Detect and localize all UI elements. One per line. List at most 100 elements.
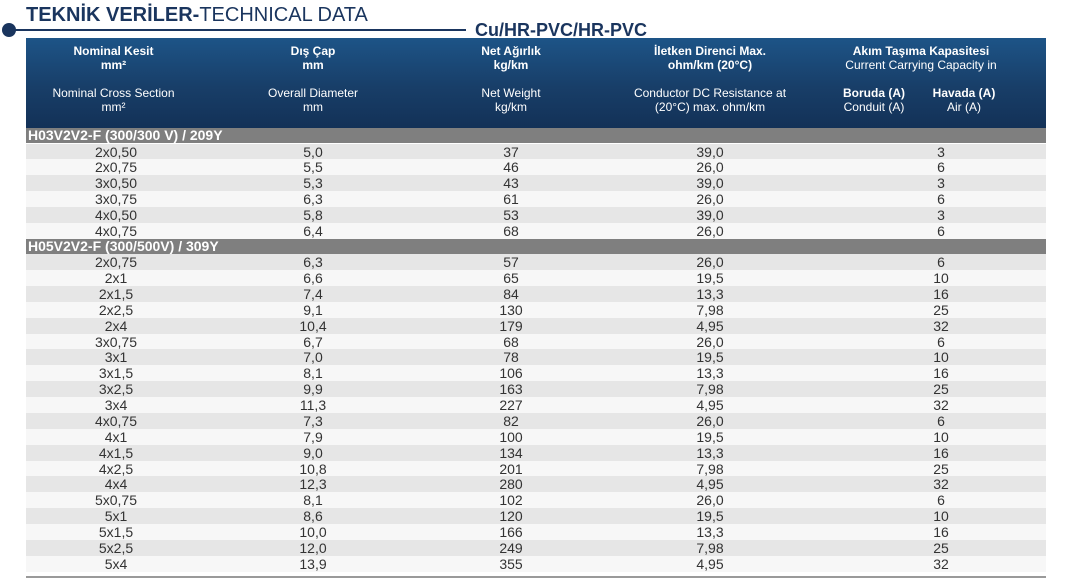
table-row: 5x2,5 12,0 249 7,98 25: [26, 540, 1046, 556]
cell-weight: 78: [503, 349, 519, 365]
table-row: 4x4 12,3 280 4,95 32: [26, 476, 1046, 492]
cell-air-capacity: 16: [933, 524, 949, 540]
cell-weight: 57: [503, 254, 519, 270]
table-row: 3x1 7,0 78 19,5 10: [26, 349, 1046, 365]
cell-weight: 61: [503, 191, 519, 207]
cell-air-capacity: 10: [933, 429, 949, 445]
cell-resistance: 39,0: [696, 207, 724, 223]
cell-resistance: 39,0: [696, 144, 724, 160]
table-row: 4x1,5 9,0 134 13,3 16: [26, 445, 1046, 461]
cell-section: 4x4: [104, 476, 128, 492]
table-row: 2x2,5 9,1 130 7,98 25: [26, 302, 1046, 318]
cell-diameter: 7,4: [303, 286, 323, 302]
cell-resistance: 7,98: [696, 381, 724, 397]
cell-weight: 106: [499, 365, 523, 381]
cell-diameter: 10,4: [299, 318, 327, 334]
cell-weight: 46: [503, 159, 519, 175]
cell-resistance: 19,5: [696, 349, 724, 365]
title-underline: [6, 29, 466, 31]
table-bottom-border: [26, 576, 1046, 578]
cell-air-capacity: 16: [933, 286, 949, 302]
table-row: 2x0,50 5,0 37 39,0 3: [26, 144, 1046, 160]
cell-weight: 130: [499, 302, 523, 318]
table-row: 2x1,5 7,4 84 13,3 16: [26, 286, 1046, 302]
section-header: H03V2V2-F (300/300 V) / 209Y: [26, 128, 1046, 143]
table-row: 2x0,75 5,5 46 26,0 6: [26, 159, 1046, 175]
title-light: TECHNICAL DATA: [199, 4, 368, 26]
cell-diameter: 8,1: [303, 365, 323, 381]
cell-section: 4x0,50: [94, 207, 138, 223]
header-current-capacity: Akım Taşıma Kapasitesi Current Carrying …: [845, 44, 997, 72]
cell-diameter: 8,1: [303, 492, 323, 508]
cell-section: 4x2,5: [98, 461, 134, 477]
cell-weight: 43: [503, 175, 519, 191]
cell-air-capacity: 32: [933, 476, 949, 492]
cell-resistance: 13,3: [696, 445, 724, 461]
cell-air-capacity: 6: [937, 413, 945, 429]
table-row: 3x1,5 8,1 106 13,3 16: [26, 365, 1046, 381]
cell-diameter: 5,3: [303, 175, 323, 191]
cell-resistance: 26,0: [696, 334, 724, 350]
cell-section: 2x1,5: [98, 286, 134, 302]
cell-air-capacity: 16: [933, 365, 949, 381]
cell-air-capacity: 32: [933, 397, 949, 413]
section-header: H05V2V2-F (300/500V) / 309Y: [26, 239, 1046, 254]
cell-weight: 179: [499, 318, 523, 334]
cell-weight: 102: [499, 492, 523, 508]
cell-resistance: 4,95: [696, 476, 724, 492]
cell-air-capacity: 6: [937, 191, 945, 207]
cell-section: 2x0,50: [94, 144, 138, 160]
cell-air-capacity: 3: [937, 207, 945, 223]
cell-diameter: 7,0: [303, 349, 323, 365]
cell-diameter: 9,1: [303, 302, 323, 318]
cell-resistance: 26,0: [696, 191, 724, 207]
table-row: 5x1 8,6 120 19,5 10: [26, 508, 1046, 524]
cell-air-capacity: 10: [933, 508, 949, 524]
cell-air-capacity: 10: [933, 270, 949, 286]
cell-resistance: 39,0: [696, 175, 724, 191]
table-row: 4x2,5 10,8 201 7,98 25: [26, 461, 1046, 477]
header-overall-diameter: Dış Çap mm Overall Diameter mm: [267, 44, 359, 114]
header-nominal-section: Nominal Kesit mm² Nominal Cross Section …: [52, 44, 175, 114]
cell-air-capacity: 25: [933, 302, 949, 318]
cell-resistance: 7,98: [696, 302, 724, 318]
cell-section: 5x4: [104, 556, 128, 572]
table-row: 2x0,75 6,3 57 26,0 6: [26, 254, 1046, 270]
cell-section: 3x2,5: [98, 381, 134, 397]
table-row: 3x2,5 9,9 163 7,98 25: [26, 381, 1046, 397]
cell-weight: 53: [503, 207, 519, 223]
cell-weight: 134: [499, 445, 523, 461]
cell-weight: 37: [503, 144, 519, 160]
cell-weight: 68: [503, 223, 519, 239]
cell-section: 4x1,5: [98, 445, 134, 461]
cell-diameter: 5,5: [303, 159, 323, 175]
table-header: Nominal Kesit mm² Nominal Cross Section …: [26, 38, 1046, 128]
cell-resistance: 13,3: [696, 365, 724, 381]
table-row: 2x1 6,6 65 19,5 10: [26, 270, 1046, 286]
header-conduit: Boruda (A) Conduit (A): [843, 86, 905, 114]
cell-section: 4x0,75: [94, 223, 138, 239]
cell-air-capacity: 25: [933, 461, 949, 477]
cell-weight: 82: [503, 413, 519, 429]
cell-section: 3x0,75: [94, 334, 138, 350]
cell-resistance: 19,5: [696, 270, 724, 286]
cell-diameter: 10,8: [299, 461, 327, 477]
cell-resistance: 13,3: [696, 286, 724, 302]
cell-section: 5x1,5: [98, 524, 134, 540]
cable-type-subtitle: Cu/HR-PVC/HR-PVC: [475, 20, 648, 40]
header-net-weight: Net Ağırlık kg/km Net Weight kg/km: [481, 44, 541, 114]
cell-diameter: 6,7: [303, 334, 323, 350]
cell-section: 2x2,5: [98, 302, 134, 318]
cell-section: 2x4: [104, 318, 128, 334]
table-row: 5x0,75 8,1 102 26,0 6: [26, 492, 1046, 508]
cell-section: 2x0,75: [94, 254, 138, 270]
cell-diameter: 12,3: [299, 476, 327, 492]
cell-section: 4x1: [104, 429, 128, 445]
cell-air-capacity: 6: [937, 334, 945, 350]
cell-weight: 100: [499, 429, 523, 445]
cell-air-capacity: 32: [933, 318, 949, 334]
cell-resistance: 13,3: [696, 524, 724, 540]
cell-weight: 84: [503, 286, 519, 302]
cell-resistance: 26,0: [696, 223, 724, 239]
cell-weight: 249: [499, 540, 523, 556]
